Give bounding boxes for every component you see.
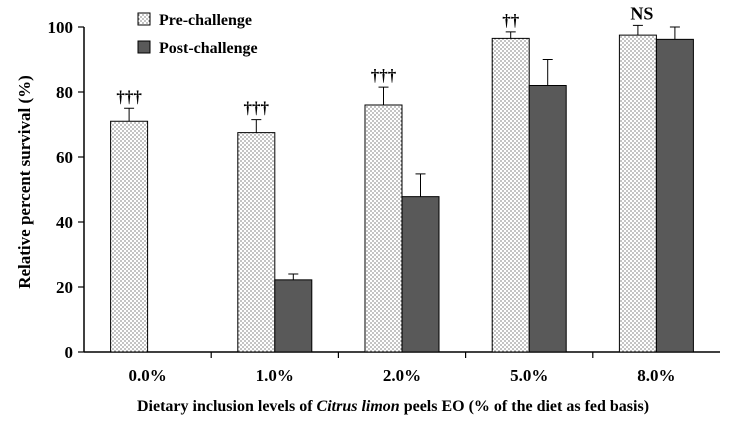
x-tick-label: 5.0% [510,366,548,385]
x-axis-label-italic: Citrus limon [317,398,400,415]
bar-pre-challenge [110,120,149,353]
x-tick-label: 1.0% [256,366,294,385]
bar-post-challenge [528,85,567,353]
significance-annotation: †† [502,11,520,30]
legend-swatch-post-challenge [137,40,151,54]
bar-pre-challenge [364,104,403,353]
y-tick-label: 40 [56,213,73,232]
legend-label-pre-challenge: Pre-challenge [159,12,252,29]
y-tick-label: 0 [65,343,74,362]
bar-pre-challenge [618,34,657,353]
legend: Pre-challenge Post-challenge [137,12,258,57]
bar-post-challenge [401,196,440,353]
y-axis-label: Relative percent survival (%) [15,75,34,289]
bar-pre-challenge [491,37,530,353]
y-tick-label: 60 [56,148,73,167]
significance-annotation: NS [630,3,653,23]
bar-post-challenge [655,38,694,353]
significance-annotation: ††† [116,87,142,106]
significance-annotation: ††† [244,99,270,118]
x-tick-label: 0.0% [128,366,166,385]
x-axis-label: Dietary inclusion levels of Citrus limon… [137,398,649,415]
legend-swatch-pre-challenge [137,12,151,26]
x-tick-label: 8.0% [637,366,675,385]
y-tick-label: 20 [56,278,73,297]
y-tick-label: 80 [56,83,73,102]
bar-pre-challenge [237,132,276,353]
x-axis-label-before: Dietary inclusion levels of [137,398,317,415]
significance-annotation: ††† [371,66,397,85]
legend-label-post-challenge: Post-challenge [159,40,258,57]
y-tick-label: 100 [48,18,74,37]
x-tick-label: 2.0% [383,366,421,385]
bar-post-challenge [274,279,313,353]
x-axis-label-after: peels EO (% of the diet as fed basis) [400,398,649,415]
